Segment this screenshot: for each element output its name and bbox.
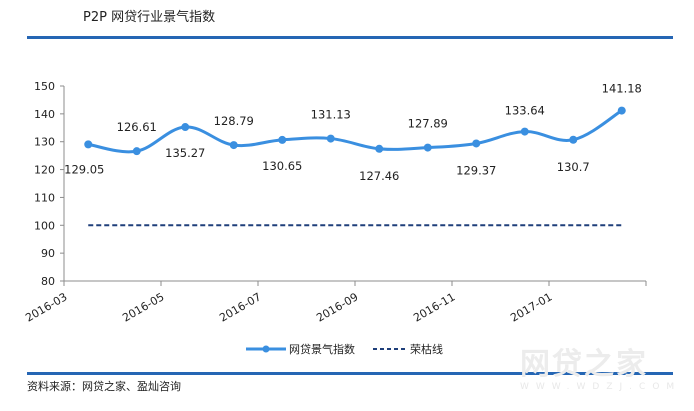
data-point-marker (569, 135, 578, 144)
watermark-logo: 网贷之家 WWW.WDZJ.COM (520, 347, 682, 393)
x-tick-label: 2017-01 (508, 290, 554, 324)
data-point-marker (326, 134, 335, 143)
data-point-marker (375, 144, 384, 153)
legend: 网贷景气指数 荣枯线 (246, 341, 461, 357)
y-tick-label: 110 (34, 191, 55, 204)
legend-label-index: 网贷景气指数 (289, 343, 355, 356)
legend-item-index: 网贷景气指数 (246, 341, 355, 357)
legend-label-baseline: 荣枯线 (410, 343, 443, 356)
data-label: 141.18 (602, 82, 642, 96)
y-tick-label: 80 (41, 275, 55, 288)
data-label: 135.27 (165, 146, 205, 160)
index-series-line (87, 109, 623, 154)
x-tick-label: 2016-05 (120, 290, 166, 324)
data-label: 131.13 (311, 108, 351, 122)
y-axis: 80 90 100 110 120 130 140 150 (34, 80, 65, 288)
solid-line-marker-icon (246, 345, 286, 353)
x-tick-label: 2016-03 (23, 290, 69, 324)
chart-title: P2P 网贷行业景气指数 (83, 10, 216, 25)
data-point-marker (472, 139, 481, 148)
data-point-marker (84, 140, 93, 149)
x-axis: 2016-03 2016-05 2016-07 2016-09 2016-11 2017-… (23, 280, 647, 325)
source-note: 资料来源：网贷之家、盈灿咨询 (27, 380, 181, 393)
data-label: 133.64 (505, 104, 545, 118)
data-label: 130.65 (262, 159, 302, 173)
data-label: 126.61 (117, 120, 157, 134)
data-label: 130.7 (557, 160, 590, 174)
footer-rule (27, 372, 673, 375)
data-label: 129.37 (456, 163, 496, 177)
data-label: 129.05 (64, 162, 104, 176)
y-tick-label: 130 (34, 136, 55, 149)
x-tick-label: 2016-11 (411, 290, 457, 324)
data-label: 127.46 (359, 169, 399, 183)
y-tick-label: 90 (41, 247, 55, 260)
data-point-marker (423, 143, 432, 152)
x-tick-label: 2016-07 (217, 290, 263, 324)
data-label: 128.79 (214, 114, 254, 128)
y-tick-label: 100 (34, 219, 55, 232)
data-label: 127.89 (408, 117, 448, 131)
header-rule (27, 36, 673, 39)
data-point-marker (617, 106, 626, 115)
y-tick-label: 150 (34, 80, 55, 93)
data-labels: 129.05 126.61 135.27 128.79 130.65 131.13 127.… (64, 82, 642, 183)
data-point-marker (181, 123, 190, 132)
series-layer (84, 106, 626, 227)
data-point-marker (278, 135, 287, 144)
y-tick-label: 140 (34, 108, 55, 121)
x-tick-label: 2016-09 (314, 290, 360, 324)
legend-item-baseline: 荣枯线 (373, 341, 443, 357)
data-point-marker (229, 141, 238, 150)
dashed-line-icon (373, 348, 407, 350)
data-point-marker (132, 147, 141, 156)
y-tick-label: 120 (34, 164, 55, 177)
data-point-marker (520, 127, 529, 136)
